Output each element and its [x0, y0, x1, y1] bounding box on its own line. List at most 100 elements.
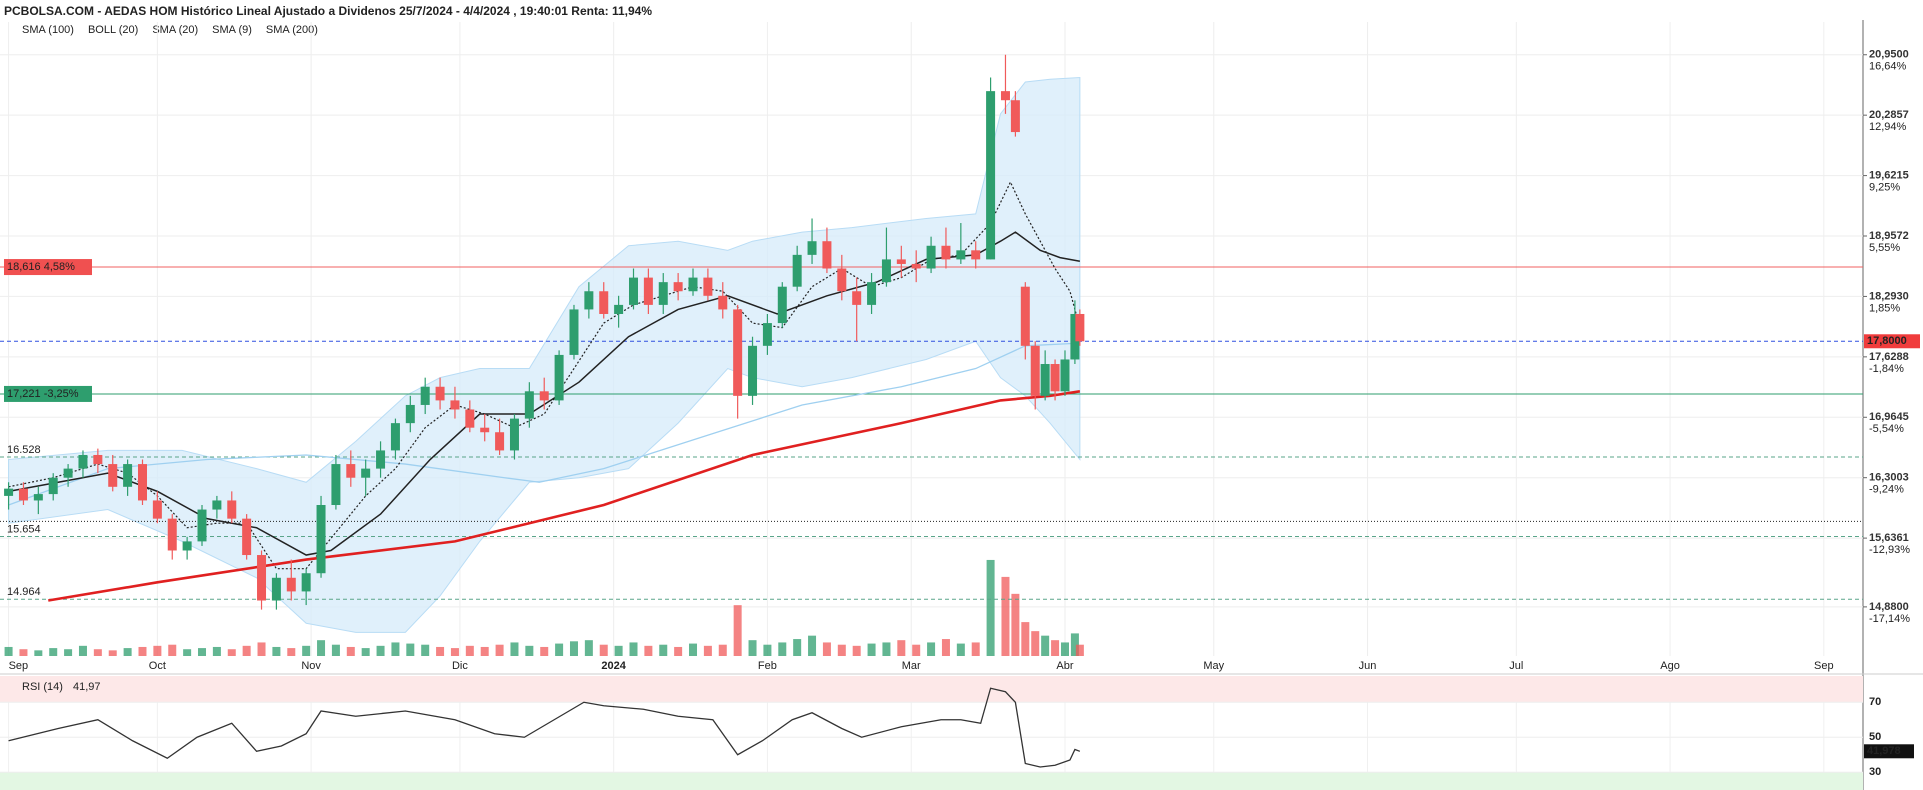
- candle-body: [316, 505, 326, 574]
- candle-body: [896, 259, 906, 264]
- volume-bar: [808, 635, 817, 656]
- legend-entry: SMA (100): [22, 24, 74, 36]
- volume-bar: [465, 645, 474, 656]
- volume-bar: [614, 645, 623, 656]
- candle-body: [108, 464, 118, 487]
- candle-body: [867, 282, 877, 305]
- volume-bar: [272, 646, 281, 656]
- volume-bar: [703, 645, 712, 656]
- rsi-value-label: 41,978: [1867, 745, 1901, 757]
- volume-bar: [793, 639, 802, 656]
- y-tick-label: 17,6288: [1869, 351, 1909, 363]
- candle-body: [509, 418, 519, 451]
- level-label: 17,221 -3,25%: [7, 388, 79, 400]
- candle-body: [926, 245, 936, 269]
- candle-body: [480, 427, 490, 433]
- candle-body: [123, 464, 133, 487]
- candle-body: [554, 354, 564, 401]
- pct-label: -12,93%: [1869, 544, 1910, 556]
- candle-body: [1040, 364, 1050, 396]
- volume-bar: [1021, 622, 1030, 656]
- candle-body: [271, 577, 281, 601]
- volume-bar: [450, 648, 459, 656]
- candle-body: [197, 509, 207, 542]
- candle-body: [911, 263, 921, 269]
- volume-bar: [1001, 576, 1010, 656]
- candle-body: [390, 423, 400, 451]
- volume-bar: [287, 648, 296, 656]
- volume-bar: [629, 642, 638, 656]
- indicator-line: [8, 342, 1080, 506]
- level-label-box: [1864, 334, 1920, 349]
- x-tick-label: Jul: [1509, 660, 1523, 672]
- x-tick-label: Nov: [301, 660, 321, 672]
- candle-body: [614, 304, 624, 314]
- volume-bar: [317, 640, 326, 656]
- volume-bar: [242, 645, 251, 656]
- pct-label: -5,54%: [1869, 423, 1904, 435]
- x-tick-label: Sep: [9, 660, 29, 672]
- y-tick-label: 16,9645: [1869, 411, 1909, 423]
- x-tick-label: Feb: [758, 660, 777, 672]
- volume-bar: [525, 645, 534, 656]
- volume-bar: [1070, 633, 1079, 656]
- volume-bar: [93, 649, 102, 656]
- volume-bar: [599, 644, 608, 656]
- pct-label: -9,24%: [1869, 484, 1904, 496]
- candle-body: [420, 386, 430, 405]
- rsi-line: [8, 687, 1081, 768]
- candle-body: [792, 254, 802, 287]
- candle-body: [18, 488, 28, 501]
- oversold-zone: [0, 772, 1863, 790]
- candle-body: [257, 555, 267, 601]
- volume-bar: [897, 640, 906, 656]
- candle-body: [450, 400, 460, 410]
- candle-body: [63, 468, 73, 478]
- candle-body: [643, 277, 653, 305]
- indicator-line: [48, 390, 1081, 602]
- candle-body: [1020, 286, 1030, 346]
- legend-entry: SMA (9): [212, 24, 252, 36]
- volume-bar: [569, 641, 578, 656]
- volume-bar: [912, 644, 921, 656]
- volume-bar: [436, 646, 445, 656]
- x-tick-label: 2024: [601, 660, 626, 672]
- candle-body: [748, 345, 758, 396]
- volume-bar: [956, 643, 965, 656]
- level-label: 15.654: [7, 523, 41, 535]
- pct-label: -17,14%: [1869, 613, 1910, 625]
- volume-bar: [584, 640, 593, 656]
- volume-bar: [108, 650, 117, 656]
- candle-body: [93, 454, 103, 465]
- candle-body: [703, 277, 713, 296]
- candle-body: [762, 323, 772, 346]
- y-tick-label: 19,6215: [1869, 169, 1909, 181]
- volume-bar: [198, 648, 207, 656]
- volume-bar: [331, 644, 340, 656]
- candle-body: [628, 277, 638, 305]
- volume-bar: [852, 645, 861, 656]
- volume-bar: [361, 648, 370, 656]
- volume-bar: [510, 642, 519, 656]
- candle-body: [167, 518, 177, 551]
- candle-body: [658, 282, 668, 305]
- volume-bar: [1051, 640, 1060, 656]
- candle-body: [435, 386, 445, 401]
- candle-body: [599, 291, 609, 314]
- candle-body: [1075, 313, 1085, 342]
- x-tick-label: Abr: [1056, 660, 1073, 672]
- volume-bar: [718, 644, 727, 656]
- volume-bar: [748, 640, 757, 656]
- candle-body: [777, 286, 787, 324]
- candle-body: [673, 282, 683, 292]
- candle-body: [524, 391, 534, 419]
- volume-bar: [257, 642, 266, 656]
- y-tick-label: 15,6361: [1869, 532, 1909, 544]
- pct-label: 5,55%: [1869, 242, 1900, 254]
- candle-body: [361, 468, 371, 478]
- candle-body: [48, 477, 58, 495]
- pct-label: 9,25%: [1869, 181, 1900, 193]
- legend-entry: SMA (20): [152, 24, 198, 36]
- level-label: 14.964: [7, 586, 41, 598]
- candle-body: [4, 488, 14, 496]
